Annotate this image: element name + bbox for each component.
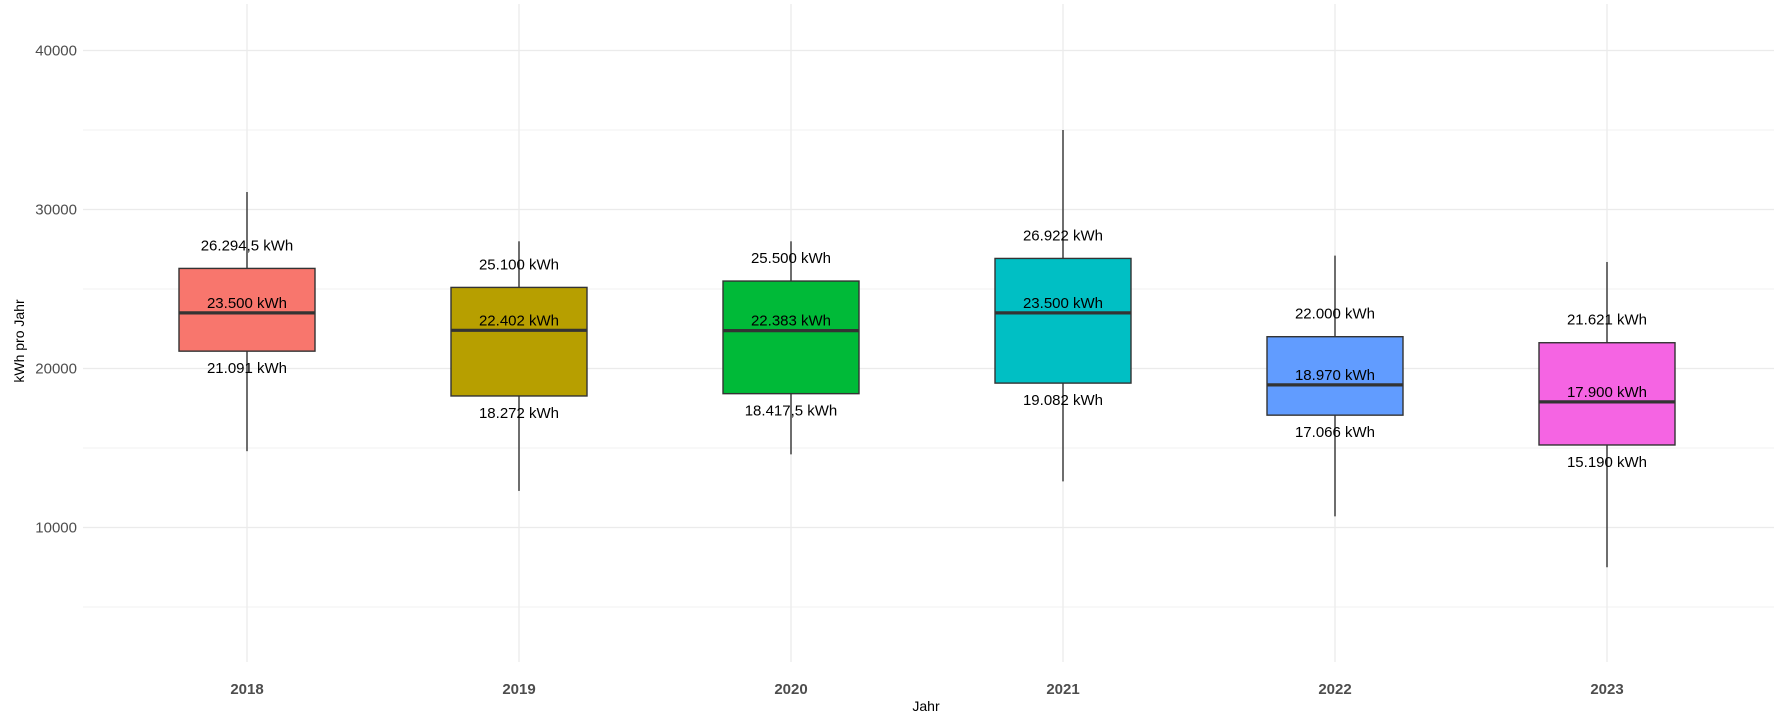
q1-label: 15.190 kWh [1567,454,1647,471]
x-tick-label: 2023 [1590,681,1623,698]
y-tick-label: 40000 [35,43,77,60]
x-tick-label: 2019 [502,681,535,698]
x-axis-title: Jahr [912,698,940,714]
box-2019 [450,286,588,397]
x-tick-label: 2018 [230,681,263,698]
box-2023 [1538,342,1676,446]
y-tick-label: 10000 [35,520,77,537]
median-label: 18.970 kWh [1295,367,1375,384]
q3-label: 26.294,5 kWh [201,237,294,254]
q3-label: 26.922 kWh [1023,227,1103,244]
box-marks [178,130,1676,568]
y-axis-title: kWh pro Jahr [11,299,27,383]
q1-label: 17.066 kWh [1295,424,1375,441]
box-2020 [722,280,860,395]
q1-label: 19.082 kWh [1023,392,1103,409]
q3-label: 22.000 kWh [1295,306,1375,323]
q3-label: 25.500 kWh [751,250,831,267]
median-label: 22.383 kWh [751,313,831,330]
x-tick-label: 2022 [1318,681,1351,698]
median-label: 22.402 kWh [479,312,559,329]
q1-label: 21.091 kWh [207,360,287,377]
x-axis: 2018 2019 2020 2021 2022 2023 [230,681,1623,698]
q3-label: 25.100 kWh [479,256,559,273]
q1-label: 18.417,5 kWh [745,403,838,420]
q3-label: 21.621 kWh [1567,312,1647,329]
median-label: 17.900 kWh [1567,384,1647,401]
value-labels: 26.294,5 kWh 23.500 kWh 21.091 kWh 25.100 k… [201,227,1647,471]
grid-lines [83,4,1774,662]
box-2018 [178,267,316,352]
x-tick-label: 2021 [1046,681,1079,698]
box-2021 [994,257,1132,384]
y-tick-label: 20000 [35,361,77,378]
box-2022 [1266,336,1404,416]
y-tick-label: 30000 [35,202,77,219]
median-label: 23.500 kWh [1023,295,1103,312]
y-axis: 10000 20000 30000 40000 [35,43,77,537]
x-tick-label: 2020 [774,681,807,698]
median-label: 23.500 kWh [207,295,287,312]
q1-label: 18.272 kWh [479,405,559,422]
